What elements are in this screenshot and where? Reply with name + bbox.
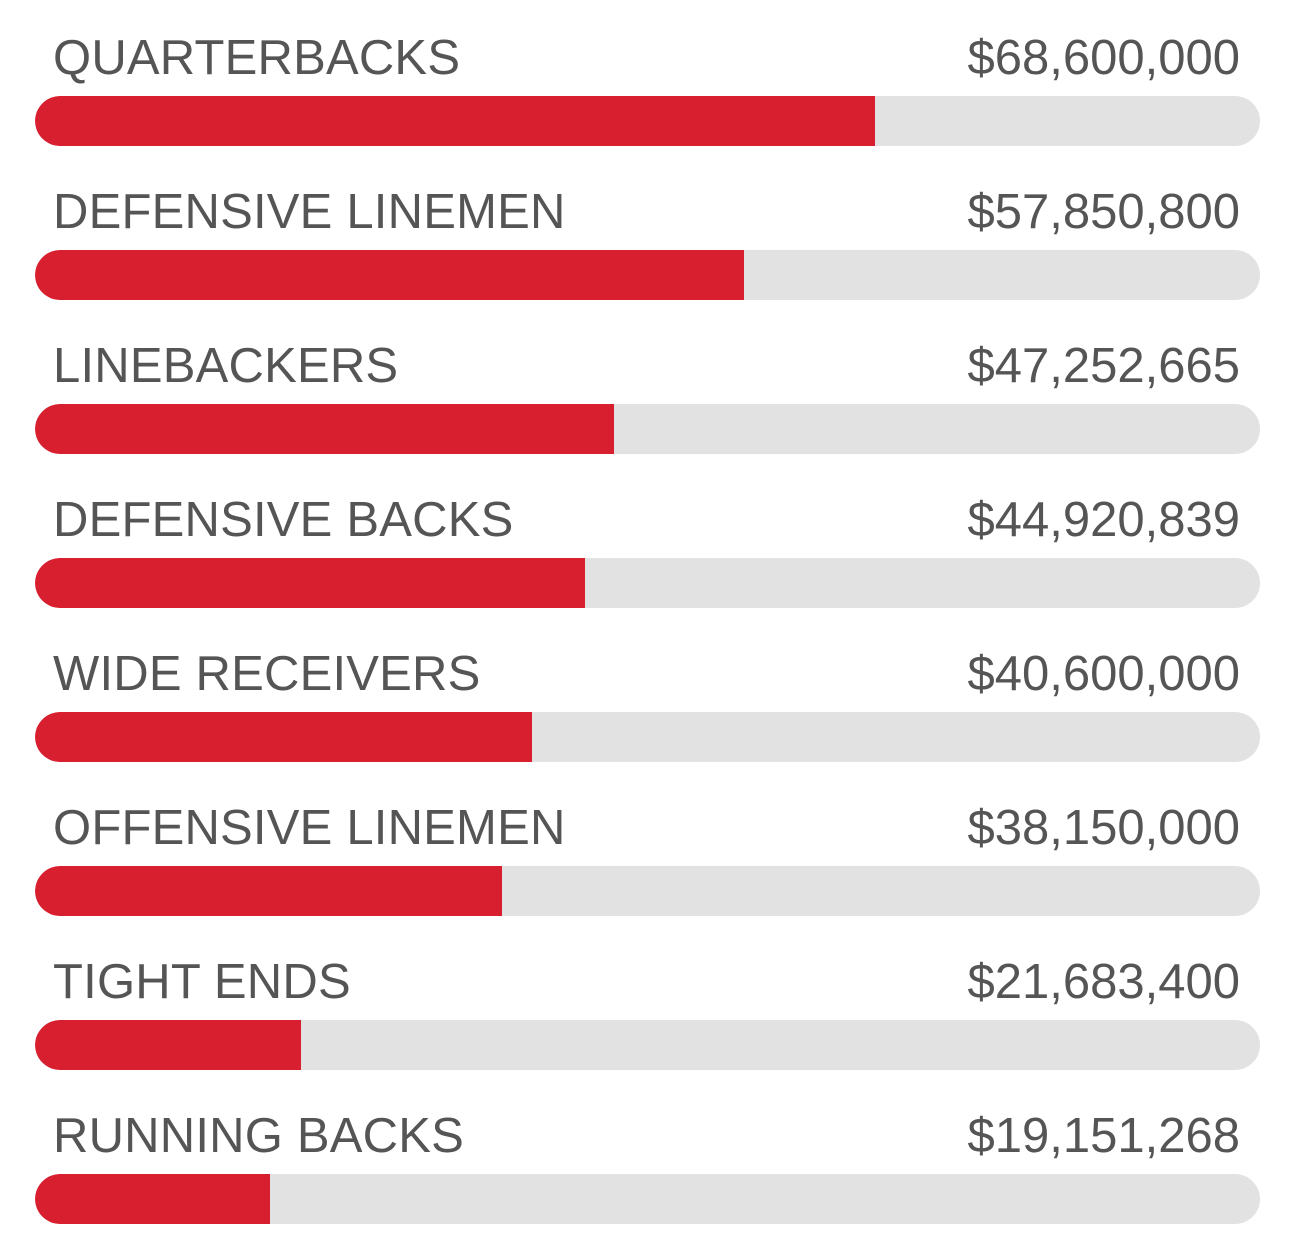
bar-track	[35, 866, 1260, 916]
bar-fill	[35, 250, 744, 300]
bar-track	[35, 96, 1260, 146]
bar-track	[35, 1174, 1260, 1224]
bar-track	[35, 250, 1260, 300]
bar-row: OFFENSIVE LINEMEN $38,150,000	[35, 770, 1260, 924]
bar-row: QUARTERBACKS $68,600,000	[35, 0, 1260, 154]
bar-track	[35, 712, 1260, 762]
bar-track	[35, 1020, 1260, 1070]
bar-track	[35, 558, 1260, 608]
value-label: $40,600,000	[967, 647, 1241, 701]
value-label: $19,151,268	[967, 1109, 1241, 1163]
value-label: $38,150,000	[967, 801, 1241, 855]
category-label: WIDE RECEIVERS	[53, 647, 481, 701]
bar-fill	[35, 1174, 270, 1224]
category-label: RUNNING BACKS	[53, 1109, 464, 1163]
category-label: DEFENSIVE LINEMEN	[53, 185, 566, 239]
bar-fill	[35, 1020, 301, 1070]
bar-row: WIDE RECEIVERS $40,600,000	[35, 616, 1260, 770]
bar-row: DEFENSIVE BACKS $44,920,839	[35, 462, 1260, 616]
value-label: $21,683,400	[967, 955, 1241, 1009]
bar-row: RUNNING BACKS $19,151,268	[35, 1078, 1260, 1232]
category-label: TIGHT ENDS	[53, 955, 351, 1009]
value-label: $47,252,665	[967, 339, 1241, 393]
value-label: $68,600,000	[967, 31, 1241, 85]
category-label: LINEBACKERS	[53, 339, 399, 393]
category-label: DEFENSIVE BACKS	[53, 493, 514, 547]
value-label: $57,850,800	[967, 185, 1241, 239]
category-label: QUARTERBACKS	[53, 31, 461, 85]
bar-fill	[35, 404, 614, 454]
bar-fill	[35, 712, 532, 762]
bar-row: TIGHT ENDS $21,683,400	[35, 924, 1260, 1078]
bar-row: LINEBACKERS $47,252,665	[35, 308, 1260, 462]
bar-fill	[35, 558, 585, 608]
bar-fill	[35, 96, 875, 146]
category-label: OFFENSIVE LINEMEN	[53, 801, 566, 855]
bar-row: DEFENSIVE LINEMEN $57,850,800	[35, 154, 1260, 308]
bar-track	[35, 404, 1260, 454]
bar-fill	[35, 866, 502, 916]
value-label: $44,920,839	[967, 493, 1241, 547]
